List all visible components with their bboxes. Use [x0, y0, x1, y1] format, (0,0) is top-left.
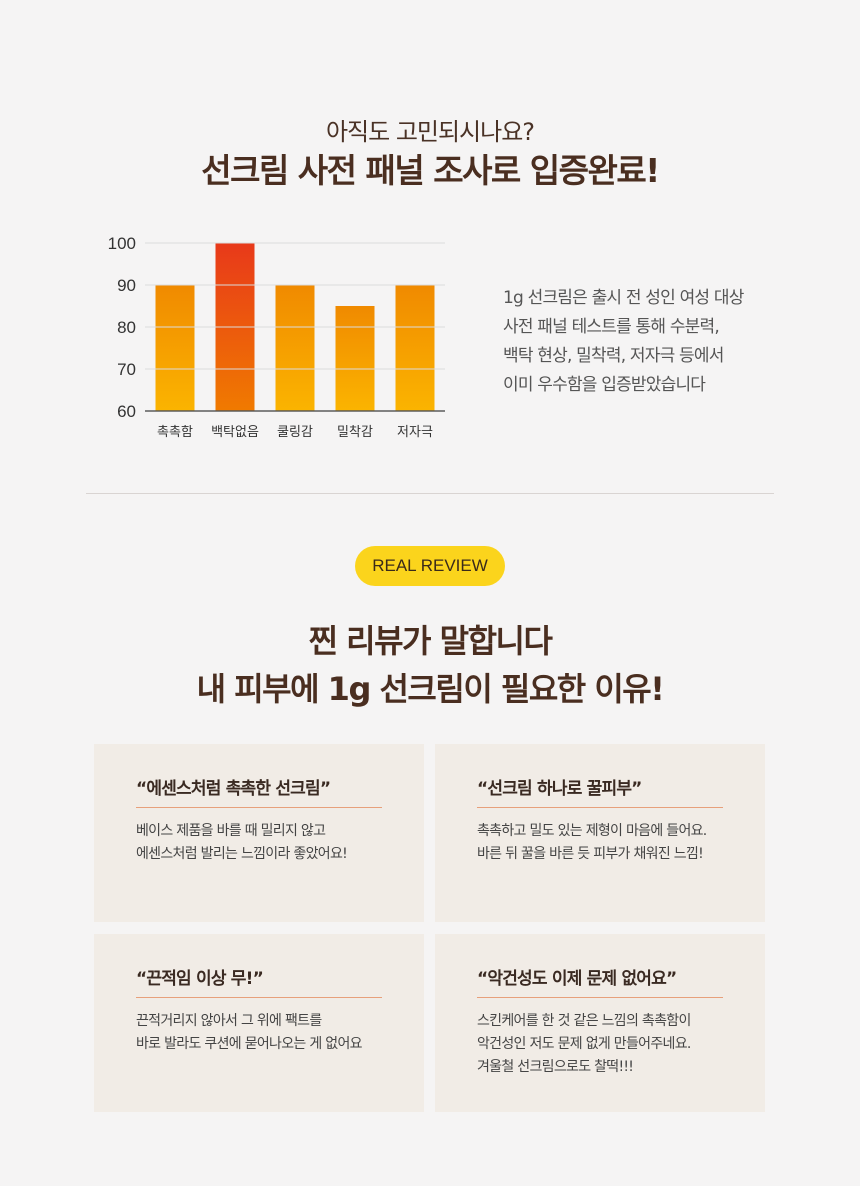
bar	[275, 285, 315, 411]
bar	[395, 285, 435, 411]
review-quote: “끈적임 이상 무!”	[136, 969, 264, 989]
review-text: 스킨케어를 한 것 같은 느낌의 촉촉함이 악건성인 저도 문제 없게 만들어주…	[477, 1010, 691, 1079]
y-tick-label: 60	[117, 402, 136, 421]
review-card: “악건성도 이제 문제 없어요” 스킨케어를 한 것 같은 느낌의 촉촉함이 악…	[435, 934, 765, 1112]
review-line: 끈적거리지 않아서 그 위에 팩트를	[136, 1013, 322, 1029]
bar	[335, 306, 375, 411]
quote-underline	[477, 997, 723, 998]
review-text: 촉촉하고 밀도 있는 제형이 마음에 들어요. 바른 뒤 꿀을 바른 듯 피부가…	[477, 820, 707, 866]
review-quote: “선크림 하나로 꿀피부”	[477, 779, 642, 799]
x-tick-label: 쿨링감	[277, 425, 313, 440]
description-line: 이미 우수함을 입증받았습니다	[503, 375, 706, 395]
review-quote: “악건성도 이제 문제 없어요”	[477, 969, 677, 989]
description-line: 백탁 현상, 밀착력, 저자극 등에서	[503, 346, 724, 366]
review-line: 에센스처럼 발리는 느낌이라 좋았어요!	[136, 846, 348, 862]
section-title: 선크림 사전 패널 조사로 입증완료!	[201, 151, 660, 190]
review-line: 겨울철 선크림으로도 찰떡!!!	[477, 1059, 634, 1075]
y-tick-label: 90	[117, 276, 136, 295]
review-card: “선크림 하나로 꿀피부” 촉촉하고 밀도 있는 제형이 마음에 들어요. 바른…	[435, 744, 765, 922]
review-line: 베이스 제품을 바를 때 밀리지 않고	[136, 823, 326, 839]
real-review-badge: REAL REVIEW	[355, 546, 505, 586]
review-line: 바로 발라도 쿠션에 묻어나오는 게 없어요	[136, 1036, 363, 1052]
bar-chart: 60 70 80 90 100 촉촉함 백탁없음 쿨링감 밀착감 저자극	[108, 234, 445, 440]
quote-underline	[477, 807, 723, 808]
review-quote: “에센스처럼 촉촉한 선크림”	[136, 779, 331, 799]
description-line: 사전 패널 테스트를 통해 수분력,	[503, 317, 720, 337]
x-tick-label: 밀착감	[337, 425, 373, 440]
review-line: 스킨케어를 한 것 같은 느낌의 촉촉함이	[477, 1013, 691, 1029]
section-subtitle: 아직도 고민되시나요?	[325, 118, 535, 146]
quote-underline	[136, 997, 382, 998]
review-card: “끈적임 이상 무!” 끈적거리지 않아서 그 위에 팩트를 바로 발라도 쿠션…	[94, 934, 424, 1112]
review-heading-line2: 내 피부에 1g 선크림이 필요한 이유!	[196, 670, 665, 708]
section-divider	[86, 493, 774, 494]
review-line: 악건성인 저도 문제 없게 만들어주네요.	[477, 1036, 691, 1052]
y-tick-label: 70	[117, 360, 136, 379]
chart-description: 1g 선크림은 출시 전 성인 여성 대상 사전 패널 테스트를 통해 수분력,…	[503, 284, 803, 400]
review-text: 베이스 제품을 바를 때 밀리지 않고 에센스처럼 발리는 느낌이라 좋았어요!	[136, 820, 348, 866]
bar	[155, 285, 195, 411]
review-text: 끈적거리지 않아서 그 위에 팩트를 바로 발라도 쿠션에 묻어나오는 게 없어…	[136, 1010, 363, 1056]
review-line: 촉촉하고 밀도 있는 제형이 마음에 들어요.	[477, 823, 707, 839]
review-card: “에센스처럼 촉촉한 선크림” 베이스 제품을 바를 때 밀리지 않고 에센스처…	[94, 744, 424, 922]
y-tick-label: 100	[108, 234, 136, 253]
description-line: 1g 선크림은 출시 전 성인 여성 대상	[503, 288, 744, 308]
quote-underline	[136, 807, 382, 808]
x-tick-label: 촉촉함	[157, 425, 193, 440]
review-heading-line1: 찐 리뷰가 말합니다	[308, 622, 553, 660]
x-tick-label: 백탁없음	[211, 425, 259, 440]
review-line: 바른 뒤 꿀을 바른 듯 피부가 채워진 느낌!	[477, 846, 704, 862]
y-tick-label: 80	[117, 318, 136, 337]
x-tick-label: 저자극	[397, 425, 433, 440]
